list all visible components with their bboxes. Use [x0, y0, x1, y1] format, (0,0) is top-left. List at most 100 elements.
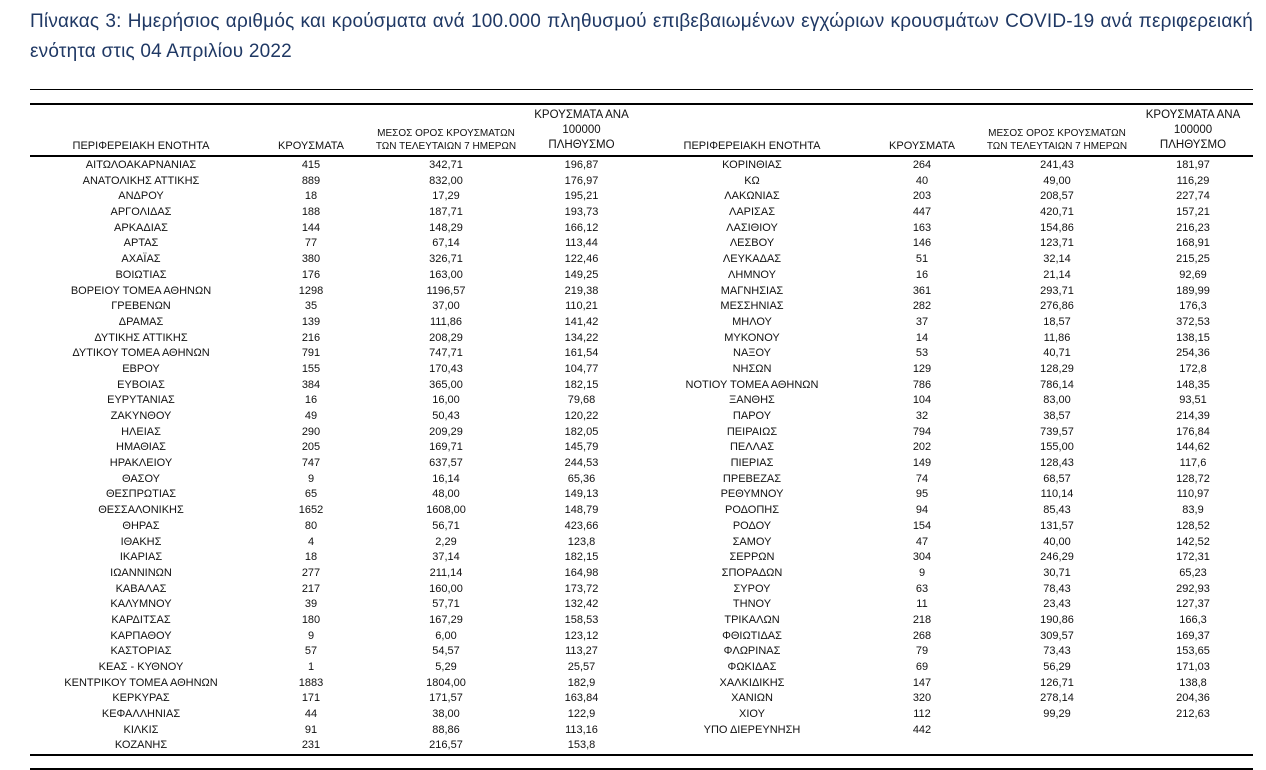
region-cell: ΛΑΣΙΘΙΟΥ [726, 221, 778, 234]
region-cell: ΜΗΛΟΥ [732, 315, 772, 328]
value-cell: 148,79 [564, 504, 599, 517]
value-cell: 161,54 [564, 347, 599, 360]
value-cell: 4 [307, 535, 315, 548]
value-cell: 128,43 [1040, 457, 1074, 470]
region-cell: ΦΘΙΩΤΙΔΑΣ [722, 629, 782, 642]
document-page: Πίνακας 3: Ημερήσιος αριθμός και κρούσμα… [30, 0, 1253, 770]
value-cell: 32,14 [1043, 253, 1071, 266]
value-cell: 30,71 [1043, 566, 1071, 579]
value-cell: 154 [912, 519, 932, 532]
table-bottom-rule-inner [30, 754, 1253, 757]
value-cell: 57,71 [432, 598, 460, 611]
region-cell: ΗΡΑΚΛΕΙΟΥ [109, 457, 173, 470]
value-cell: 139 [301, 315, 321, 328]
value-cell: 14 [915, 331, 929, 344]
region-cell: ΑΧΑΪΑΣ [121, 253, 161, 266]
value-cell: 37,14 [432, 551, 460, 564]
value-cell: 244,53 [564, 457, 599, 470]
value-cell [863, 738, 981, 754]
region-cell: ΖΑΚΥΝΘΟΥ [110, 410, 172, 422]
value-cell: 54,57 [432, 645, 460, 658]
value-cell: 215,25 [1176, 253, 1210, 266]
value-cell: 171 [301, 692, 321, 705]
value-cell: 40,71 [1043, 347, 1071, 360]
value-cell: 277 [301, 566, 321, 579]
value-cell: 49,00 [1043, 174, 1071, 187]
region-cell: ΓΡΕΒΕΝΩΝ [111, 300, 171, 313]
value-cell: 420,71 [1040, 206, 1074, 219]
value-cell: 190,86 [1040, 613, 1074, 626]
value-cell: 176 [301, 268, 321, 281]
value-cell: 1 [307, 661, 315, 673]
region-cell: ΚΩ [744, 174, 760, 187]
value-cell: 216,23 [1176, 221, 1210, 234]
value-cell: 38,57 [1043, 410, 1071, 422]
value-cell: 292,93 [1176, 582, 1210, 595]
value-cell: 153,65 [1176, 645, 1210, 658]
value-cell: 227,74 [1176, 190, 1210, 203]
value-cell: 2,29 [435, 535, 457, 548]
region-cell: ΗΜΑΘΙΑΣ [116, 441, 166, 454]
value-cell: 320 [912, 692, 932, 705]
value-cell: 56,71 [432, 519, 460, 532]
value-cell: 134,22 [564, 331, 599, 344]
header-avg7-left: ΜΕΣΟΣ ΟΡΟΣ ΚΡΟΥΣΜΑΤΩΝ ΤΩΝ ΤΕΛΕΥΤΑΙΩΝ 7 Η… [375, 128, 517, 152]
value-cell: 138,15 [1176, 331, 1210, 344]
value-cell: 794 [912, 425, 932, 438]
value-cell: 69 [915, 661, 929, 673]
region-cell: ΛΕΣΒΟΥ [729, 237, 775, 250]
value-cell: 218 [912, 613, 932, 626]
value-cell: 129 [912, 362, 932, 375]
header-cases-left: ΚΡΟΥΣΜΑΤΑ [278, 140, 344, 152]
value-cell: 216 [301, 331, 321, 344]
value-cell: 1196,57 [426, 284, 466, 297]
value-cell: 79,68 [567, 394, 596, 407]
value-cell: 241,43 [1040, 159, 1074, 171]
value-cell: 144 [301, 221, 321, 234]
value-cell: 18 [304, 190, 318, 203]
value-cell: 189,99 [1176, 284, 1210, 297]
value-cell: 268 [912, 629, 932, 642]
value-cell: 231 [301, 739, 321, 752]
header-region-left: ΠΕΡΙΦΕΡΕΙΑΚΗ ΕΝΟΤΗΤΑ [72, 140, 210, 152]
value-cell: 196,87 [564, 159, 599, 171]
value-cell: 637,57 [429, 457, 463, 470]
value-cell: 6,00 [435, 629, 457, 642]
value-cell: 182,9 [567, 676, 596, 689]
value-cell: 93,51 [1179, 394, 1207, 407]
value-cell: 16 [915, 268, 929, 281]
region-cell: ΚΑΛΥΜΝΟΥ [110, 598, 172, 611]
value-cell: 1883 [298, 676, 324, 689]
value-cell: 79 [915, 645, 929, 658]
value-cell: 11,86 [1043, 331, 1071, 344]
region-cell: ΝΟΤΙΟΥ ΤΟΜΕΑ ΑΘΗΝΩΝ [685, 378, 819, 391]
value-cell: 149 [912, 457, 932, 470]
region-cell: ΚΑΡΠΑΘΟΥ [110, 629, 172, 642]
value-cell: 122,9 [567, 708, 596, 721]
value-cell: 5,29 [435, 661, 457, 673]
value-cell: 739,57 [1040, 425, 1074, 438]
value-cell: 44 [304, 708, 318, 721]
header-per100k-right: ΚΡΟΥΣΜΑΤΑ ΑΝΑ 100000 ΠΛΗΘΥΣΜΟ [1145, 109, 1241, 151]
value-cell: 211,14 [429, 566, 463, 579]
value-cell: 1608,00 [426, 504, 466, 517]
value-cell: 113,44 [565, 237, 598, 250]
value-cell: 246,29 [1040, 551, 1074, 564]
value-cell: 166,3 [1179, 613, 1207, 626]
value-cell: 158,53 [564, 613, 599, 626]
value-cell: 423,66 [564, 519, 599, 532]
region-cell: ΚΕΦΑΛΛΗΝΙΑΣ [101, 708, 181, 721]
value-cell: 181,97 [1176, 159, 1210, 171]
value-cell: 203 [912, 190, 932, 203]
region-cell: ΔΡΑΜΑΣ [118, 315, 164, 328]
value-cell: 384 [301, 378, 321, 391]
region-cell: ΝΑΞΟΥ [733, 347, 771, 360]
header-per100k-left: ΚΡΟΥΣΜΑΤΑ ΑΝΑ 100000 ΠΛΗΘΥΣΜΟ [534, 109, 629, 151]
value-cell: 786,14 [1040, 378, 1074, 391]
region-cell: ΚΑΣΤΟΡΙΑΣ [110, 645, 172, 658]
value-cell: 791 [301, 347, 321, 360]
value-cell: 122,46 [564, 253, 599, 266]
value-cell: 132,42 [564, 598, 599, 611]
region-cell: ΚΕΡΚΥΡΑΣ [112, 692, 170, 705]
value-cell: 187,71 [429, 206, 463, 219]
